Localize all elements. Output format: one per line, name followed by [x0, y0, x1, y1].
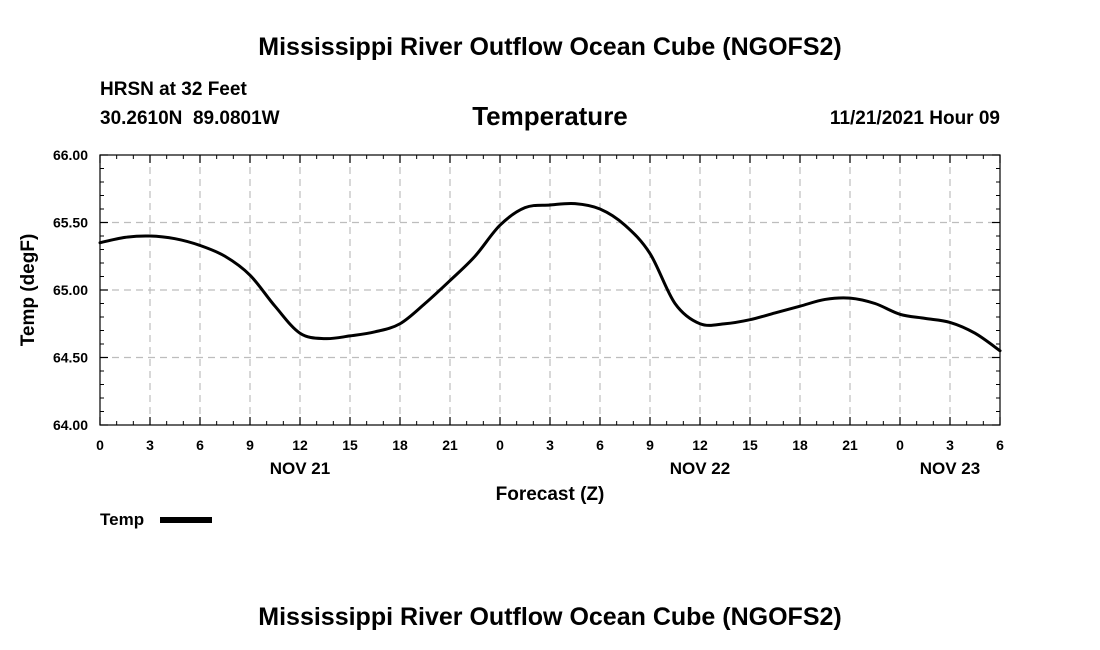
temp-series-line	[98, 201, 1002, 353]
x-tick-label: 0	[496, 437, 504, 453]
x-tick-label: 3	[146, 437, 154, 453]
x-tick-label: 21	[842, 437, 858, 453]
x-tick-label: 15	[342, 437, 358, 453]
legend: Temp	[100, 510, 212, 529]
x-tick-label: 0	[896, 437, 904, 453]
x-tick-label: 3	[546, 437, 554, 453]
x-tick-label: 3	[946, 437, 954, 453]
x-tick-label: 9	[246, 437, 254, 453]
coordinates-label: 30.2610N 89.0801W	[100, 108, 280, 129]
main-title: Mississippi River Outflow Ocean Cube (NG…	[258, 33, 841, 61]
y-tick-label: 64.50	[53, 350, 88, 366]
x-axis-label: Forecast (Z)	[496, 484, 605, 505]
grid-lines	[100, 155, 1000, 425]
x-tick-label: 21	[442, 437, 458, 453]
x-tick-label: 9	[646, 437, 654, 453]
chart-title: Temperature	[472, 101, 628, 131]
x-tick-label: 18	[392, 437, 408, 453]
y-axis-label: Temp (degF)	[18, 234, 39, 347]
x-tick-labels: 0 3 6 9 12 15 18 21 0 3 6 9 12 15 18 21 0 3 6	[96, 437, 1004, 453]
x-tick-label: 6	[996, 437, 1004, 453]
y-tick-label: 66.00	[53, 147, 88, 163]
forecast-datetime: 11/21/2021 Hour 09	[830, 108, 1000, 129]
day-label: NOV 22	[670, 459, 730, 478]
y-tick-label: 64.00	[53, 417, 88, 433]
y-tick-labels: 64.00 64.50 65.00 65.50 66.00	[53, 147, 88, 433]
axis-ticks	[99, 154, 1001, 426]
day-labels: NOV 21 NOV 22 NOV 23	[270, 459, 980, 478]
day-label: NOV 23	[920, 459, 980, 478]
x-tick-label: 6	[596, 437, 604, 453]
station-label: HRSN at 32 Feet	[100, 79, 247, 100]
x-tick-label: 0	[96, 437, 104, 453]
x-tick-label: 12	[292, 437, 308, 453]
x-tick-label: 6	[196, 437, 204, 453]
x-tick-label: 18	[792, 437, 808, 453]
day-label: NOV 21	[270, 459, 330, 478]
x-tick-label: 12	[692, 437, 708, 453]
legend-label: Temp	[100, 510, 144, 529]
x-tick-label: 15	[742, 437, 758, 453]
y-tick-label: 65.50	[53, 215, 88, 231]
y-tick-label: 65.00	[53, 282, 88, 298]
footer-title: Mississippi River Outflow Ocean Cube (NG…	[258, 603, 841, 631]
